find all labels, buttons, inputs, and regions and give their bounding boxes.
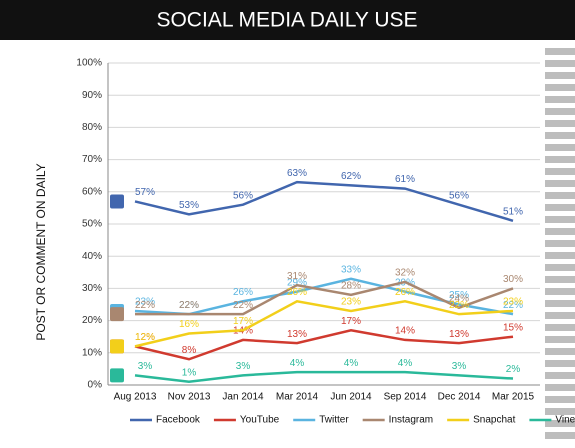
data-label: 15% xyxy=(503,322,523,333)
y-tick-label: 60% xyxy=(82,186,102,197)
data-label: 13% xyxy=(449,329,469,340)
x-tick-label: Jan 2014 xyxy=(222,392,264,403)
data-label: 23% xyxy=(341,297,361,308)
data-label: 17% xyxy=(233,316,253,327)
y-tick-label: 0% xyxy=(88,380,103,391)
data-label: 4% xyxy=(290,358,305,369)
series-line xyxy=(134,370,514,384)
data-label: 56% xyxy=(233,190,253,201)
data-label: 26% xyxy=(233,287,253,298)
data-label: 8% xyxy=(182,345,197,356)
y-tick-label: 10% xyxy=(82,347,102,358)
legend-label: Vine xyxy=(555,415,575,426)
data-label: 51% xyxy=(503,206,523,217)
data-label: 22% xyxy=(135,300,155,311)
data-label: 25% xyxy=(449,290,469,301)
data-label: 4% xyxy=(344,358,359,369)
y-axis-label: POST OR COMMENT ON DAILY xyxy=(34,163,48,340)
y-tick-label: 70% xyxy=(82,154,102,165)
data-label: 22% xyxy=(503,300,523,311)
legend-label: Twitter xyxy=(319,415,349,426)
legend-label: Snapchat xyxy=(473,415,515,426)
y-tick-label: 30% xyxy=(82,283,102,294)
data-label: 22% xyxy=(233,300,253,311)
y-tick-label: 40% xyxy=(82,251,102,262)
y-tick-label: 80% xyxy=(82,122,102,133)
data-label: 1% xyxy=(182,367,197,378)
data-label: 23% xyxy=(503,297,523,308)
x-tick-label: Sep 2014 xyxy=(384,392,427,403)
series-icon xyxy=(110,339,124,354)
series-icon xyxy=(110,368,124,383)
x-tick-label: Mar 2014 xyxy=(276,392,319,403)
data-label: 3% xyxy=(138,361,153,372)
data-label: 2% xyxy=(506,364,521,375)
data-label: 3% xyxy=(236,361,251,372)
data-label: 22% xyxy=(179,300,199,311)
data-label: 24% xyxy=(449,293,469,304)
x-tick-label: Aug 2013 xyxy=(114,392,157,403)
data-label: 14% xyxy=(395,326,415,337)
data-label: 33% xyxy=(341,264,361,275)
data-label: 29% xyxy=(287,277,307,288)
data-label: 62% xyxy=(341,171,361,182)
data-label: 12% xyxy=(135,332,155,343)
data-label: 56% xyxy=(449,190,469,201)
series-line xyxy=(135,280,514,316)
data-label: 3% xyxy=(452,361,467,372)
y-tick-label: 90% xyxy=(82,90,102,101)
series-line xyxy=(134,328,514,361)
series-line xyxy=(134,299,514,348)
header-bar xyxy=(0,0,575,40)
data-label: 63% xyxy=(287,168,307,179)
data-label: 31% xyxy=(287,271,307,282)
legend-label: Facebook xyxy=(156,415,201,426)
series-icon xyxy=(110,194,124,209)
data-label: 12% xyxy=(135,332,155,343)
data-label: 26% xyxy=(395,287,415,298)
data-label: 22% xyxy=(179,300,199,311)
data-label: 57% xyxy=(135,187,155,198)
data-label: 17% xyxy=(341,316,361,327)
data-label: 28% xyxy=(341,280,361,291)
data-label: 4% xyxy=(398,358,413,369)
x-tick-label: Jun 2014 xyxy=(330,392,372,403)
y-tick-label: 20% xyxy=(82,315,102,326)
data-label: 22% xyxy=(449,300,469,311)
data-label: 32% xyxy=(395,268,415,279)
x-tick-label: Nov 2013 xyxy=(168,392,211,403)
legend-label: YouTube xyxy=(240,415,280,426)
data-label: 16% xyxy=(179,319,199,330)
series-line xyxy=(134,180,514,222)
data-label: 26% xyxy=(287,287,307,298)
y-tick-label: 50% xyxy=(82,219,102,230)
x-tick-label: Mar 2015 xyxy=(492,392,535,403)
legend-label: Instagram xyxy=(389,415,433,426)
chart-title: SOCIAL MEDIA DAILY USE xyxy=(156,9,417,32)
y-tick-label: 100% xyxy=(76,58,102,69)
data-label: 23% xyxy=(135,297,155,308)
series-icon xyxy=(110,307,124,322)
side-decoration xyxy=(545,48,575,440)
data-label: 61% xyxy=(395,174,415,185)
data-label: 53% xyxy=(179,200,199,211)
x-tick-label: Dec 2014 xyxy=(438,392,481,403)
data-label: 13% xyxy=(287,329,307,340)
data-label: 30% xyxy=(503,274,523,285)
